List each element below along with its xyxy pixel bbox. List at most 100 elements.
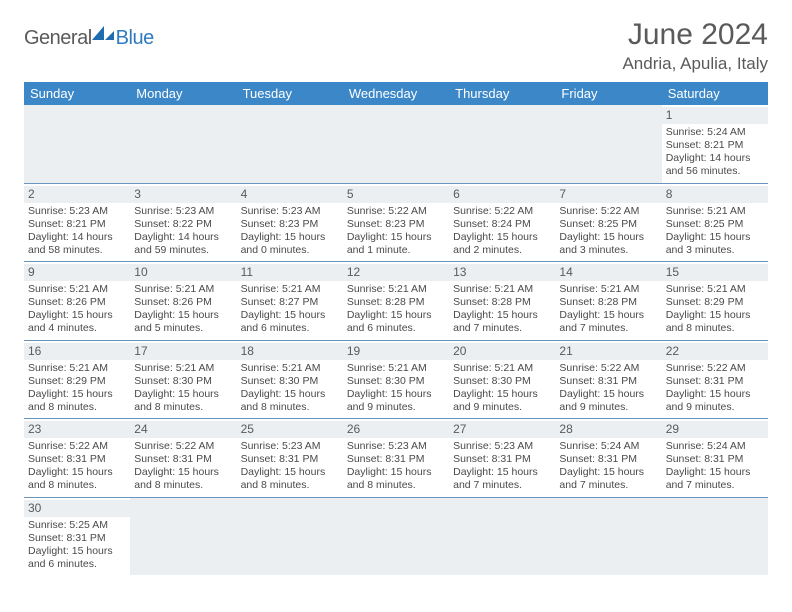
sunset-line: Sunset: 8:31 PM xyxy=(347,453,445,466)
day-number: 27 xyxy=(449,421,555,438)
calendar-cell: 6Sunrise: 5:22 AMSunset: 8:24 PMDaylight… xyxy=(449,183,555,262)
daylight-line: Daylight: 15 hours and 8 minutes. xyxy=(241,466,339,492)
day-number: 30 xyxy=(24,500,130,517)
calendar-cell: 25Sunrise: 5:23 AMSunset: 8:31 PMDayligh… xyxy=(237,419,343,498)
logo-text-blue: Blue xyxy=(116,27,154,50)
calendar-cell xyxy=(130,105,236,183)
daylight-line: Daylight: 15 hours and 8 minutes. xyxy=(134,388,232,414)
calendar-cell: 29Sunrise: 5:24 AMSunset: 8:31 PMDayligh… xyxy=(662,419,768,498)
sunrise-line: Sunrise: 5:22 AM xyxy=(559,205,657,218)
daylight-line: Daylight: 15 hours and 9 minutes. xyxy=(453,388,551,414)
sunset-line: Sunset: 8:31 PM xyxy=(134,453,232,466)
sunset-line: Sunset: 8:31 PM xyxy=(28,453,126,466)
sunrise-line: Sunrise: 5:23 AM xyxy=(241,440,339,453)
sunset-line: Sunset: 8:24 PM xyxy=(453,218,551,231)
sunset-line: Sunset: 8:21 PM xyxy=(28,218,126,231)
daylight-line: Daylight: 15 hours and 0 minutes. xyxy=(241,231,339,257)
calendar-cell: 22Sunrise: 5:22 AMSunset: 8:31 PMDayligh… xyxy=(662,340,768,419)
sunrise-line: Sunrise: 5:21 AM xyxy=(666,205,764,218)
day-number: 5 xyxy=(343,186,449,203)
sunrise-line: Sunrise: 5:24 AM xyxy=(666,440,764,453)
daylight-line: Daylight: 15 hours and 5 minutes. xyxy=(134,309,232,335)
weekday-header: Saturday xyxy=(662,82,768,105)
daylight-line: Daylight: 15 hours and 6 minutes. xyxy=(28,545,126,571)
sunrise-line: Sunrise: 5:21 AM xyxy=(241,362,339,375)
sunset-line: Sunset: 8:21 PM xyxy=(666,139,764,152)
sunrise-line: Sunrise: 5:21 AM xyxy=(347,362,445,375)
day-number: 11 xyxy=(237,264,343,281)
calendar-week-row: 9Sunrise: 5:21 AMSunset: 8:26 PMDaylight… xyxy=(24,262,768,341)
sunrise-line: Sunrise: 5:22 AM xyxy=(28,440,126,453)
sunrise-line: Sunrise: 5:23 AM xyxy=(28,205,126,218)
sunset-line: Sunset: 8:23 PM xyxy=(241,218,339,231)
weekday-header: Sunday xyxy=(24,82,130,105)
sail-icon xyxy=(90,24,116,47)
sunrise-line: Sunrise: 5:22 AM xyxy=(453,205,551,218)
daylight-line: Daylight: 15 hours and 8 minutes. xyxy=(666,309,764,335)
day-number: 13 xyxy=(449,264,555,281)
sunrise-line: Sunrise: 5:23 AM xyxy=(241,205,339,218)
calendar-cell: 16Sunrise: 5:21 AMSunset: 8:29 PMDayligh… xyxy=(24,340,130,419)
weekday-header: Monday xyxy=(130,82,236,105)
day-number: 7 xyxy=(555,186,661,203)
sunset-line: Sunset: 8:29 PM xyxy=(28,375,126,388)
daylight-line: Daylight: 14 hours and 56 minutes. xyxy=(666,152,764,178)
calendar-week-row: 30Sunrise: 5:25 AMSunset: 8:31 PMDayligh… xyxy=(24,497,768,575)
sunrise-line: Sunrise: 5:25 AM xyxy=(28,519,126,532)
calendar-cell: 18Sunrise: 5:21 AMSunset: 8:30 PMDayligh… xyxy=(237,340,343,419)
day-number: 14 xyxy=(555,264,661,281)
calendar-week-row: 23Sunrise: 5:22 AMSunset: 8:31 PMDayligh… xyxy=(24,419,768,498)
day-number: 4 xyxy=(237,186,343,203)
daylight-line: Daylight: 15 hours and 9 minutes. xyxy=(559,388,657,414)
sunrise-line: Sunrise: 5:23 AM xyxy=(453,440,551,453)
calendar-cell: 28Sunrise: 5:24 AMSunset: 8:31 PMDayligh… xyxy=(555,419,661,498)
daylight-line: Daylight: 15 hours and 9 minutes. xyxy=(666,388,764,414)
day-number: 28 xyxy=(555,421,661,438)
sunset-line: Sunset: 8:28 PM xyxy=(559,296,657,309)
calendar-cell: 5Sunrise: 5:22 AMSunset: 8:23 PMDaylight… xyxy=(343,183,449,262)
daylight-line: Daylight: 15 hours and 6 minutes. xyxy=(347,309,445,335)
daylight-line: Daylight: 15 hours and 8 minutes. xyxy=(134,466,232,492)
day-number: 22 xyxy=(662,343,768,360)
day-number: 23 xyxy=(24,421,130,438)
day-number: 17 xyxy=(130,343,236,360)
day-number: 9 xyxy=(24,264,130,281)
day-number: 24 xyxy=(130,421,236,438)
sunset-line: Sunset: 8:31 PM xyxy=(559,375,657,388)
logo-text-general: General xyxy=(24,27,92,50)
sunset-line: Sunset: 8:30 PM xyxy=(453,375,551,388)
day-number: 18 xyxy=(237,343,343,360)
sunset-line: Sunset: 8:30 PM xyxy=(241,375,339,388)
calendar-cell: 27Sunrise: 5:23 AMSunset: 8:31 PMDayligh… xyxy=(449,419,555,498)
sunrise-line: Sunrise: 5:22 AM xyxy=(347,205,445,218)
calendar-cell: 14Sunrise: 5:21 AMSunset: 8:28 PMDayligh… xyxy=(555,262,661,341)
sunrise-line: Sunrise: 5:21 AM xyxy=(241,283,339,296)
daylight-line: Daylight: 15 hours and 2 minutes. xyxy=(453,231,551,257)
daylight-line: Daylight: 15 hours and 4 minutes. xyxy=(28,309,126,335)
sunrise-line: Sunrise: 5:24 AM xyxy=(666,126,764,139)
daylight-line: Daylight: 15 hours and 1 minute. xyxy=(347,231,445,257)
day-number: 26 xyxy=(343,421,449,438)
title-block: June 2024 Andria, Apulia, Italy xyxy=(622,18,768,74)
sunset-line: Sunset: 8:29 PM xyxy=(666,296,764,309)
calendar-cell xyxy=(237,497,343,575)
calendar-cell: 11Sunrise: 5:21 AMSunset: 8:27 PMDayligh… xyxy=(237,262,343,341)
day-number: 25 xyxy=(237,421,343,438)
sunrise-line: Sunrise: 5:21 AM xyxy=(134,283,232,296)
sunrise-line: Sunrise: 5:21 AM xyxy=(347,283,445,296)
sunrise-line: Sunrise: 5:23 AM xyxy=(347,440,445,453)
weekday-header-row: Sunday Monday Tuesday Wednesday Thursday… xyxy=(24,82,768,105)
calendar-cell: 24 Sunrise: 5:22 AMSunset: 8:31 PMDayligh… xyxy=(130,419,236,498)
calendar-cell: 17Sunrise: 5:21 AMSunset: 8:30 PMDayligh… xyxy=(130,340,236,419)
calendar-cell: 13Sunrise: 5:21 AMSunset: 8:28 PMDayligh… xyxy=(449,262,555,341)
sunrise-line: Sunrise: 5:22 AM xyxy=(666,362,764,375)
calendar-cell xyxy=(343,105,449,183)
calendar-cell: 26Sunrise: 5:23 AMSunset: 8:31 PMDayligh… xyxy=(343,419,449,498)
calendar-cell xyxy=(449,497,555,575)
sunrise-line: Sunrise: 5:23 AM xyxy=(134,205,232,218)
sunrise-line: Sunrise: 5:24 AM xyxy=(559,440,657,453)
daylight-line: Daylight: 15 hours and 9 minutes. xyxy=(347,388,445,414)
daylight-line: Daylight: 15 hours and 8 minutes. xyxy=(28,388,126,414)
month-title: June 2024 xyxy=(622,18,768,52)
sunrise-line: Sunrise: 5:22 AM xyxy=(134,440,232,453)
